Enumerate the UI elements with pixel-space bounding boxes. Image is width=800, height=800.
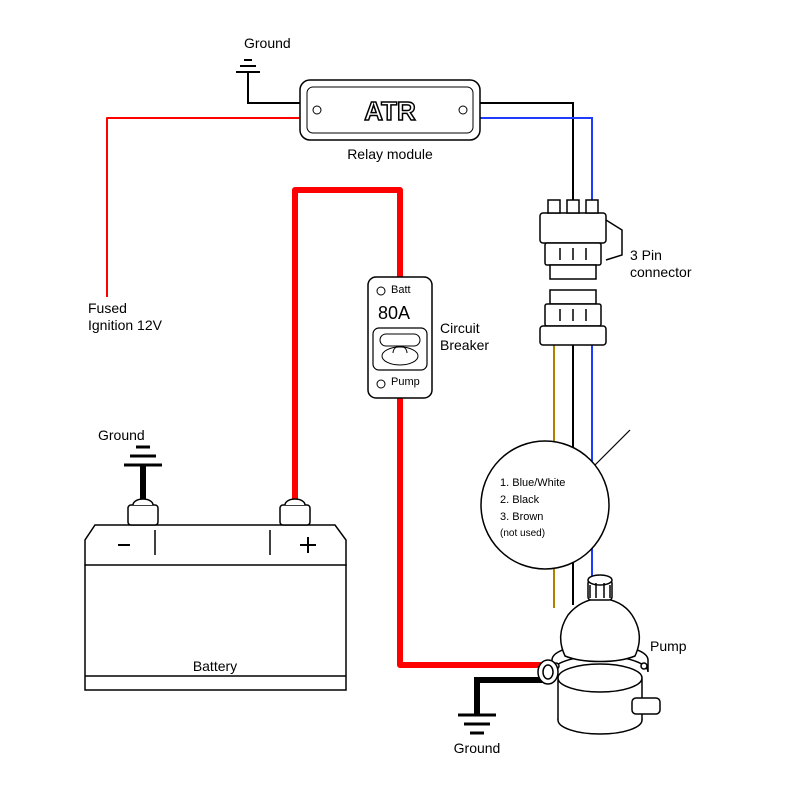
ground-symbol-battery	[124, 447, 162, 465]
label-batt: Batt	[391, 284, 411, 297]
wire-relay-ground	[248, 72, 300, 103]
pump	[538, 575, 660, 734]
wiring-diagram: ATR	[0, 0, 800, 800]
label-pump-small: Pump	[391, 376, 420, 389]
ground-symbol-pump	[458, 715, 496, 733]
wire-relay-to-connector-black	[480, 103, 573, 213]
wire-relay-to-connector-blue	[480, 118, 592, 213]
brand-logo: ATR	[364, 96, 416, 126]
wire-pump-ground	[477, 680, 545, 715]
label-ground-bottom: Ground	[442, 740, 512, 757]
ground-symbol-top	[236, 60, 260, 72]
relay-module: ATR	[300, 80, 480, 140]
label-relay-module: Relay module	[330, 146, 450, 163]
callout-line-1: 1. Blue/White	[500, 477, 565, 490]
label-fused-ignition: Fused Ignition 12V	[88, 300, 162, 334]
label-three-pin: 3 Pin connector	[630, 247, 691, 281]
wire-ignition-to-relay	[107, 118, 300, 297]
callout-line-2: 2. Black	[500, 494, 539, 507]
label-battery: Battery	[165, 658, 265, 675]
label-ground-top: Ground	[244, 35, 291, 52]
label-breaker-amps: 80A	[378, 303, 410, 325]
three-pin-connector	[540, 200, 622, 345]
callout-note: (not used)	[500, 528, 545, 540]
label-circuit-breaker: Circuit Breaker	[440, 320, 489, 354]
label-ground-left: Ground	[98, 427, 145, 444]
callout-line-3: 3. Brown	[500, 511, 543, 524]
label-pump: Pump	[650, 638, 687, 655]
